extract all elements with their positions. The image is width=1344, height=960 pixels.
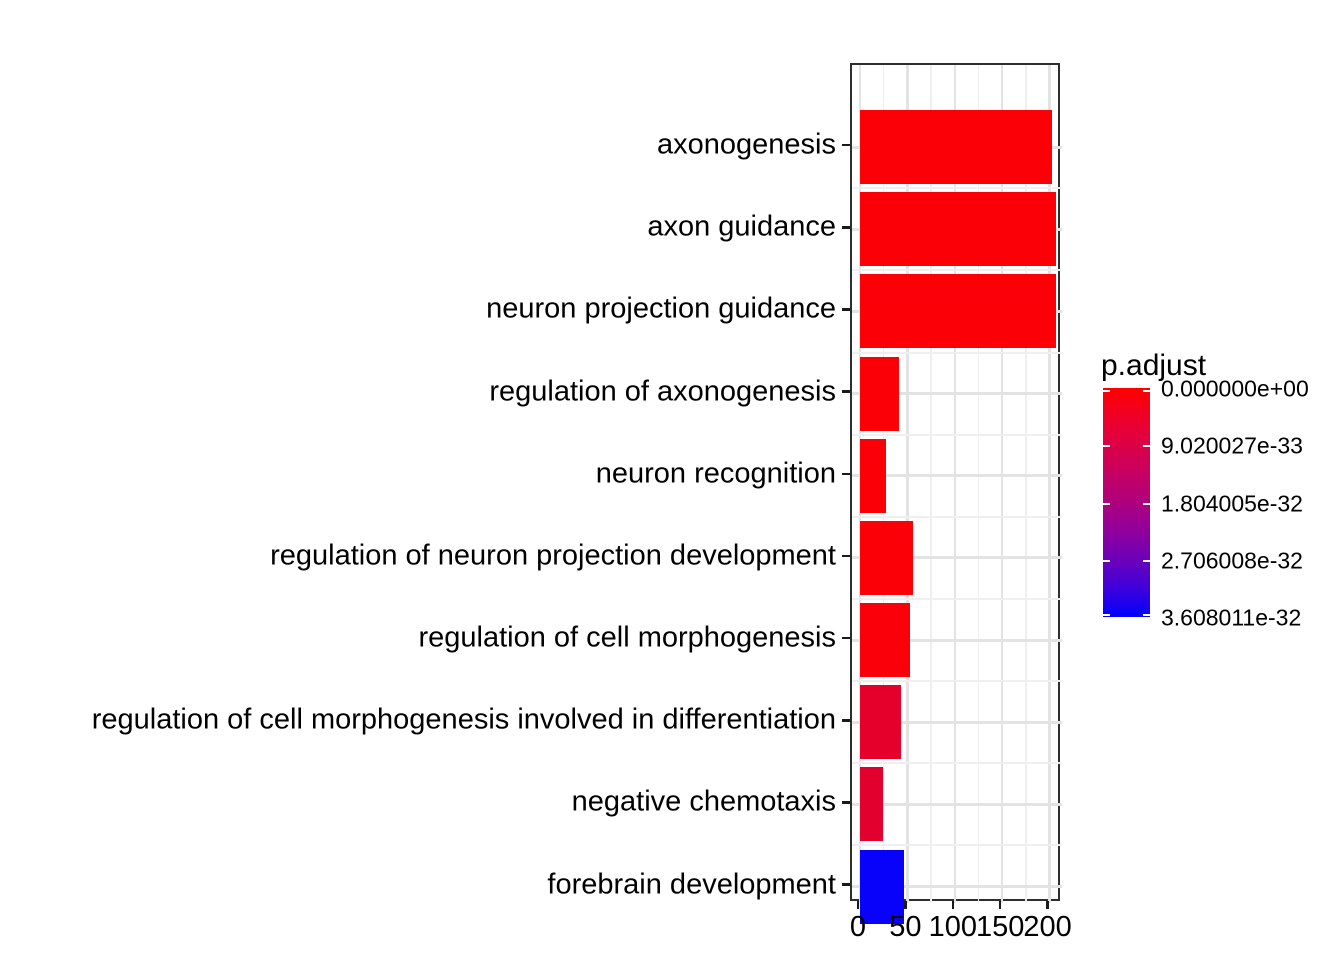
bar <box>860 767 883 842</box>
x-axis-tick-label: 50 <box>889 911 922 943</box>
y-axis-tick <box>842 308 850 311</box>
y-axis-tick <box>842 883 850 886</box>
gridline-minor-horizontal <box>852 269 1062 272</box>
gridline-minor-horizontal <box>852 187 1062 190</box>
legend-colorbar <box>1103 388 1150 617</box>
gridline-major-vertical <box>858 65 862 903</box>
gridline-minor-horizontal <box>852 515 1062 518</box>
x-axis-tick <box>951 901 955 909</box>
legend-tick-left <box>1103 445 1110 448</box>
bar <box>860 274 1057 349</box>
y-axis-tick <box>842 226 850 229</box>
y-axis-tick <box>842 390 850 393</box>
y-axis-label: forebrain development <box>547 868 836 901</box>
legend-tick-right <box>1143 614 1150 616</box>
legend-tick-right <box>1143 390 1150 392</box>
bar <box>860 520 914 595</box>
y-axis-tick <box>842 719 850 722</box>
gridline-major-horizontal <box>852 556 1062 560</box>
gridline-major-horizontal <box>852 802 1062 806</box>
y-axis-label: axon guidance <box>647 210 836 243</box>
gridline-minor-horizontal <box>852 762 1062 765</box>
y-axis-label: regulation of cell morphogenesis involve… <box>91 703 836 736</box>
bar <box>860 356 899 431</box>
legend-tick-label: 2.706008e-32 <box>1161 547 1303 574</box>
legend-tick-left <box>1103 502 1110 505</box>
gridline-major-horizontal <box>852 720 1062 724</box>
bar <box>860 685 901 760</box>
bar <box>860 192 1057 267</box>
gridline-major-vertical <box>906 65 909 903</box>
y-axis-label: regulation of neuron projection developm… <box>270 539 836 572</box>
gridline-minor-horizontal <box>852 844 1062 847</box>
plot-panel <box>850 63 1062 924</box>
x-axis-tick <box>856 901 860 909</box>
x-axis-tick <box>904 901 907 909</box>
y-axis-label: neuron projection guidance <box>486 292 836 325</box>
gridline-major-horizontal <box>852 638 1062 642</box>
gridline-minor-horizontal <box>852 598 1062 601</box>
x-axis-tick-label: 0 <box>849 911 867 943</box>
x-axis-tick-label: 200 <box>1023 911 1072 943</box>
y-axis-tick <box>842 143 850 147</box>
legend-tick-label: 9.020027e-33 <box>1161 432 1303 459</box>
gridline-major-horizontal <box>852 392 1062 396</box>
gridline-minor-horizontal <box>852 433 1062 436</box>
legend-tick-label: 3.608011e-32 <box>1161 604 1302 631</box>
gridline-major-horizontal <box>852 885 1062 889</box>
gridline-major-horizontal <box>852 474 1062 478</box>
y-axis-tick <box>842 554 850 558</box>
y-axis-label: neuron recognition <box>595 457 836 490</box>
legend-tick-right <box>1143 502 1150 505</box>
gridline-minor-horizontal <box>852 680 1062 683</box>
gridline-major-vertical <box>1001 65 1004 903</box>
legend-tick-right <box>1143 445 1150 448</box>
y-axis-tick <box>842 801 850 804</box>
legend-tick-left <box>1103 559 1110 562</box>
y-axis-label: negative chemotaxis <box>571 785 836 818</box>
x-axis-tick-label: 100 <box>928 911 977 943</box>
y-axis-label: regulation of axonogenesis <box>489 375 836 408</box>
legend-tick-left <box>1103 614 1110 616</box>
gridline-minor-vertical <box>930 65 932 903</box>
legend-tick-right <box>1143 559 1150 562</box>
gridline-minor-horizontal <box>852 351 1062 354</box>
y-axis-tick <box>842 472 850 476</box>
legend-title: p.adjust <box>1101 349 1207 382</box>
x-axis-tick-label: 150 <box>975 911 1025 943</box>
gridline-major-vertical <box>953 65 956 903</box>
y-axis-label: regulation of cell morphogenesis <box>418 621 836 654</box>
legend-tick-label: 0.000000e+00 <box>1161 375 1309 402</box>
bar <box>860 849 904 924</box>
x-axis-tick <box>998 901 1002 909</box>
gridline-minor-vertical <box>977 65 980 903</box>
y-axis-tick <box>842 636 850 640</box>
gridline-minor-vertical <box>1025 65 1027 903</box>
legend-tick-left <box>1103 390 1110 392</box>
x-axis-tick <box>1046 901 1049 909</box>
bar <box>860 110 1053 185</box>
legend-tick-label: 1.804005e-32 <box>1161 490 1303 516</box>
bar <box>860 438 886 513</box>
gridline-major-vertical <box>1048 65 1051 903</box>
bar <box>860 603 911 678</box>
y-axis-label: axonogenesis <box>657 128 836 161</box>
